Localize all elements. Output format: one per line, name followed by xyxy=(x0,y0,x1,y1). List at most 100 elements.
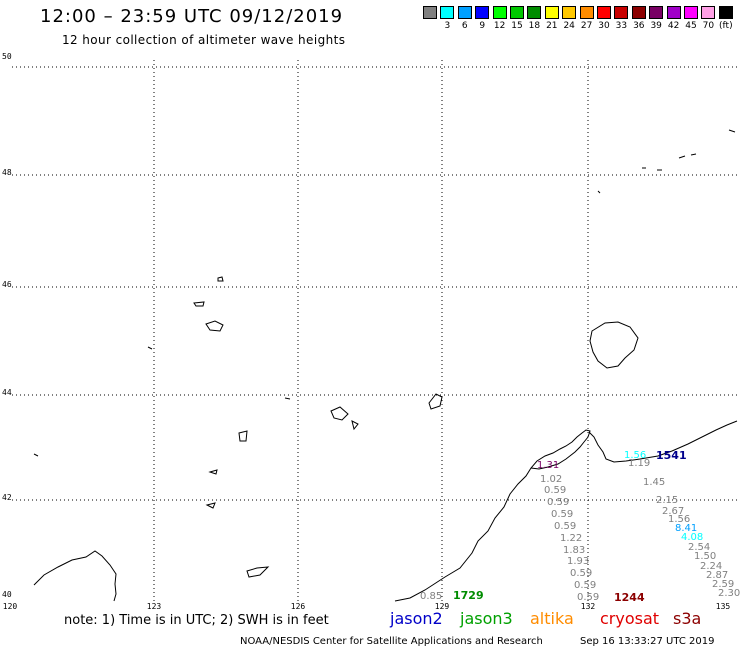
lat-label: 48 xyxy=(2,168,12,177)
island xyxy=(33,453,39,457)
honshu-north-coast xyxy=(33,550,117,602)
coastline xyxy=(33,129,738,602)
lat-label: 46 xyxy=(2,280,12,289)
scale-swatch xyxy=(614,6,629,19)
island xyxy=(428,393,443,410)
legend-satellite-altika: altika xyxy=(530,609,574,628)
wave-height-observation: 2.87 xyxy=(706,570,729,581)
wave-height-observation: 4.08 xyxy=(681,532,704,543)
scale-swatch xyxy=(666,6,681,19)
scale-swatch xyxy=(718,6,733,19)
island xyxy=(193,301,205,307)
map-subtitle: 12 hour collection of altimeter wave hei… xyxy=(62,33,346,47)
scale-label: 42 xyxy=(667,21,680,31)
satellite-pass-count: 1541 xyxy=(656,449,687,462)
wave-height-observation: 0.85 xyxy=(420,591,443,602)
wave-height-observation: 2.67 xyxy=(662,506,685,517)
scale-label: 6 xyxy=(461,21,468,31)
wave-height-observation: 1.56 xyxy=(624,450,647,461)
lon-label: 120 xyxy=(2,602,18,611)
scale-label: 39 xyxy=(650,21,662,31)
wave-height-observation: 0.59 xyxy=(547,497,570,508)
wave-height-observation: 1.02 xyxy=(540,474,563,485)
lat-label: 44 xyxy=(2,388,12,397)
wave-height-observation: 1.31 xyxy=(537,460,560,471)
korean-peninsula-coast xyxy=(394,429,591,602)
wave-height-observation: 0.59 xyxy=(544,485,567,496)
scale-swatch xyxy=(440,6,455,19)
island xyxy=(205,320,224,332)
island xyxy=(217,276,224,282)
scale-label: 9 xyxy=(479,21,486,31)
scale-swatch xyxy=(684,6,698,19)
island xyxy=(147,346,153,350)
scale-label: 18 xyxy=(528,21,541,31)
wave-height-color-scale: 3 6 9 12 15 18 21 24 27 30 33 36 39 42 4… xyxy=(423,6,740,38)
wave-height-observation: 2.24 xyxy=(700,561,723,572)
scale-label: 27 xyxy=(580,21,593,31)
lat-label: 50 xyxy=(2,52,12,61)
wave-height-observation: 0.59 xyxy=(554,521,577,532)
scale-label: 3 xyxy=(444,21,451,31)
legend-satellite-jason2: jason2 xyxy=(390,609,443,628)
scale-unit-label: (ft) xyxy=(719,21,733,31)
scale-label: 33 xyxy=(615,21,628,31)
legend-satellite-jason3: jason3 xyxy=(460,609,513,628)
lat-label: 42 xyxy=(2,493,12,502)
island xyxy=(208,469,218,475)
lat-label: 40 xyxy=(2,590,12,599)
scale-swatch xyxy=(701,6,716,19)
graticule xyxy=(12,60,737,601)
scale-swatch xyxy=(457,6,472,19)
wave-height-observation: 0.59 xyxy=(577,592,600,603)
island xyxy=(284,397,291,400)
scale-label: 36 xyxy=(633,21,645,31)
wave-height-observation: 0.59 xyxy=(574,580,597,591)
island xyxy=(351,420,359,431)
lon-label: 135 xyxy=(715,602,731,611)
map-title: 12:00 – 23:59 UTC 09/12/2019 xyxy=(40,6,344,27)
island xyxy=(238,430,248,442)
island xyxy=(246,566,270,578)
island xyxy=(597,190,601,194)
island xyxy=(728,129,736,133)
lon-label: 129 xyxy=(434,602,450,611)
wave-height-observation: 1.50 xyxy=(694,551,717,562)
island xyxy=(678,155,686,159)
wave-height-observation: 2.54 xyxy=(688,542,711,553)
wave-height-observation: 2.30 xyxy=(718,588,740,599)
legend-satellite-s3a: s3a xyxy=(673,609,702,628)
satellite-pass-count: 1244 xyxy=(614,591,645,604)
island xyxy=(690,153,697,156)
wave-height-observation: 1.56 xyxy=(668,514,691,525)
wave-height-observation: 1.45 xyxy=(643,477,666,488)
generation-timestamp: Sep 16 13:33:27 UTC 2019 xyxy=(580,636,715,647)
scale-swatch xyxy=(527,6,542,19)
scale-swatch xyxy=(579,6,594,19)
hokkaido-island xyxy=(589,321,639,369)
legend-satellite-cryosat: cryosat xyxy=(600,609,660,628)
wave-height-observation: 8.41 xyxy=(675,523,698,534)
wave-height-observation: 0.59 xyxy=(551,509,574,520)
scale-label: 24 xyxy=(563,21,575,31)
wave-height-observation: 1.93 xyxy=(567,556,590,567)
credit-line: NOAA/NESDIS Center for Satellite Applica… xyxy=(240,636,543,647)
scale-swatch xyxy=(562,6,577,19)
lon-label: 123 xyxy=(146,602,162,611)
scale-swatch xyxy=(492,6,507,19)
wave-height-observation: 2.59 xyxy=(712,579,735,590)
wave-height-observation: 1.83 xyxy=(563,545,586,556)
wave-height-observation: 2.15 xyxy=(656,495,679,506)
wave-height-observation: 1.22 xyxy=(560,533,583,544)
footnote: note: 1) Time is in UTC; 2) SWH is in fe… xyxy=(64,613,329,628)
scale-label: 15 xyxy=(511,21,523,31)
lon-label: 132 xyxy=(580,602,596,611)
scale-swatch xyxy=(631,6,646,19)
scale-label: 21 xyxy=(546,21,558,31)
scale-swatch xyxy=(649,6,664,19)
satellite-pass-count: 1729 xyxy=(453,589,484,602)
scale-swatch xyxy=(510,6,524,19)
scale-label: 45 xyxy=(685,21,697,31)
scale-swatch xyxy=(475,6,490,19)
